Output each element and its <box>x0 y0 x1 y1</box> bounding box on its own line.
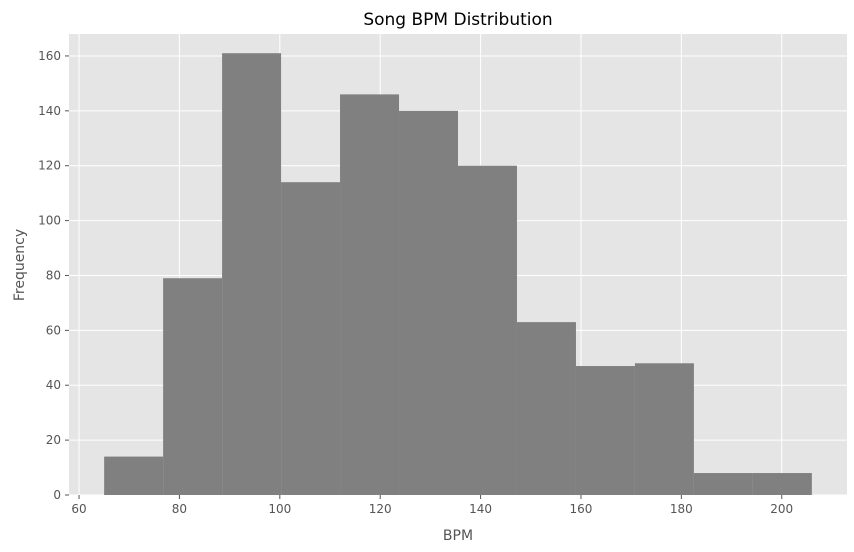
y-axis-label: Frequency <box>12 229 28 301</box>
x-tick-label: 160 <box>570 502 593 516</box>
histogram-bar <box>458 165 517 495</box>
chart-title: Song BPM Distribution <box>363 10 552 30</box>
y-tick-label: 20 <box>46 433 61 447</box>
x-axis-label: BPM <box>443 528 473 544</box>
x-axis-ticks: 60 80 100 120 140 160 180 200 <box>71 495 793 516</box>
x-tick-label: 140 <box>469 502 492 516</box>
y-tick-label: 160 <box>38 49 61 63</box>
histogram-bar <box>752 473 812 495</box>
x-tick-label: 80 <box>172 502 187 516</box>
y-tick-label: 100 <box>38 214 61 228</box>
x-tick-label: 100 <box>268 502 291 516</box>
histogram-bar <box>693 473 753 495</box>
y-tick-label: 60 <box>46 323 61 337</box>
y-tick-label: 140 <box>38 104 61 118</box>
histogram-bar <box>399 110 458 495</box>
bars <box>104 53 812 495</box>
histogram-bar <box>104 456 164 495</box>
histogram-bar <box>575 366 635 495</box>
histogram-bar <box>516 322 576 495</box>
x-tick-label: 180 <box>670 502 693 516</box>
histogram-bar <box>163 278 223 495</box>
x-tick-label: 120 <box>369 502 392 516</box>
histogram-bar <box>340 94 400 495</box>
y-axis-ticks: 0 20 40 60 80 100 120 140 160 <box>38 49 69 502</box>
histogram-bar <box>281 182 341 495</box>
histogram-bar <box>222 53 282 495</box>
y-tick-label: 40 <box>46 378 61 392</box>
y-tick-label: 120 <box>38 159 61 173</box>
histogram-bar <box>634 363 694 495</box>
x-tick-label: 60 <box>71 502 86 516</box>
x-tick-label: 200 <box>770 502 793 516</box>
y-tick-label: 80 <box>46 268 61 282</box>
y-tick-label: 0 <box>53 488 61 502</box>
